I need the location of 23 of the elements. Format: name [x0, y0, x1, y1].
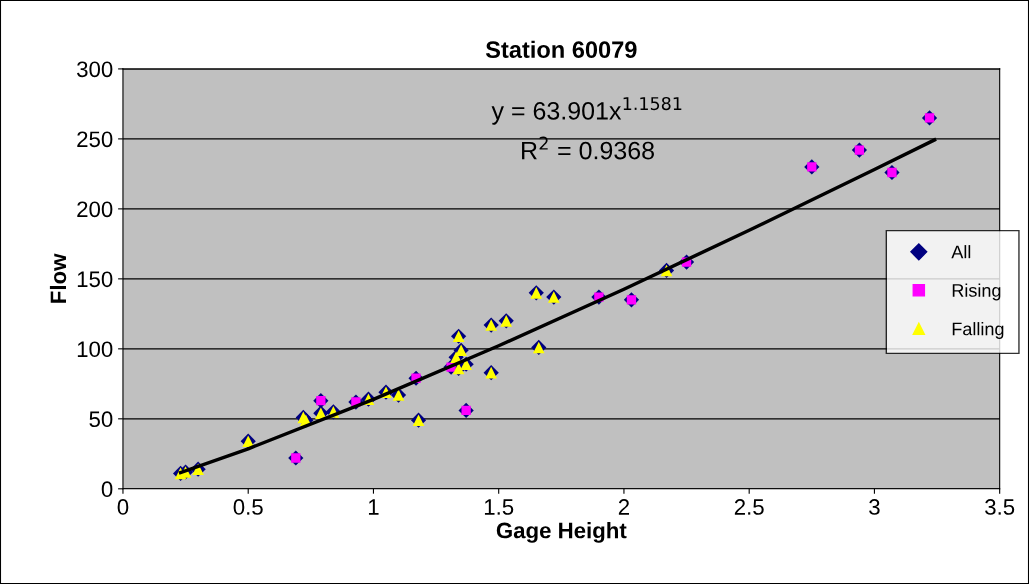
- x-tick-label: 3: [869, 499, 880, 515]
- x-tick-label: 2: [618, 499, 630, 515]
- y-axis-title: Flow: [49, 253, 67, 303]
- x-tick-label: 0.5: [233, 499, 263, 515]
- y-tick-label: 150: [77, 271, 113, 288]
- chart-title: Station 60079: [485, 40, 637, 59]
- x-tick-label: 1: [368, 499, 379, 515]
- legend-label: Falling: [952, 322, 1004, 339]
- x-axis-title: Gage Height: [496, 522, 627, 543]
- annotation: R$^{2}$ = 0.9368: [522, 136, 654, 160]
- legend-label: Rising: [952, 283, 1001, 301]
- legend-label: All: [951, 245, 971, 259]
- y-tick-label: 50: [89, 411, 113, 428]
- x-tick-label: 3.5: [985, 499, 1015, 515]
- x-tick-label: 1.5: [484, 499, 514, 515]
- x-tick-label: 2.5: [734, 499, 764, 515]
- x-tick-label: 0: [117, 499, 129, 515]
- y-tick-label: 300: [77, 61, 113, 78]
- y-tick-label: 100: [77, 341, 113, 358]
- y-tick-label: 200: [77, 201, 113, 218]
- y-tick-label: 0: [101, 481, 113, 498]
- annotation: y = 63.901x$^{1.1581}$: [491, 96, 682, 125]
- y-tick-label: 250: [77, 131, 113, 148]
